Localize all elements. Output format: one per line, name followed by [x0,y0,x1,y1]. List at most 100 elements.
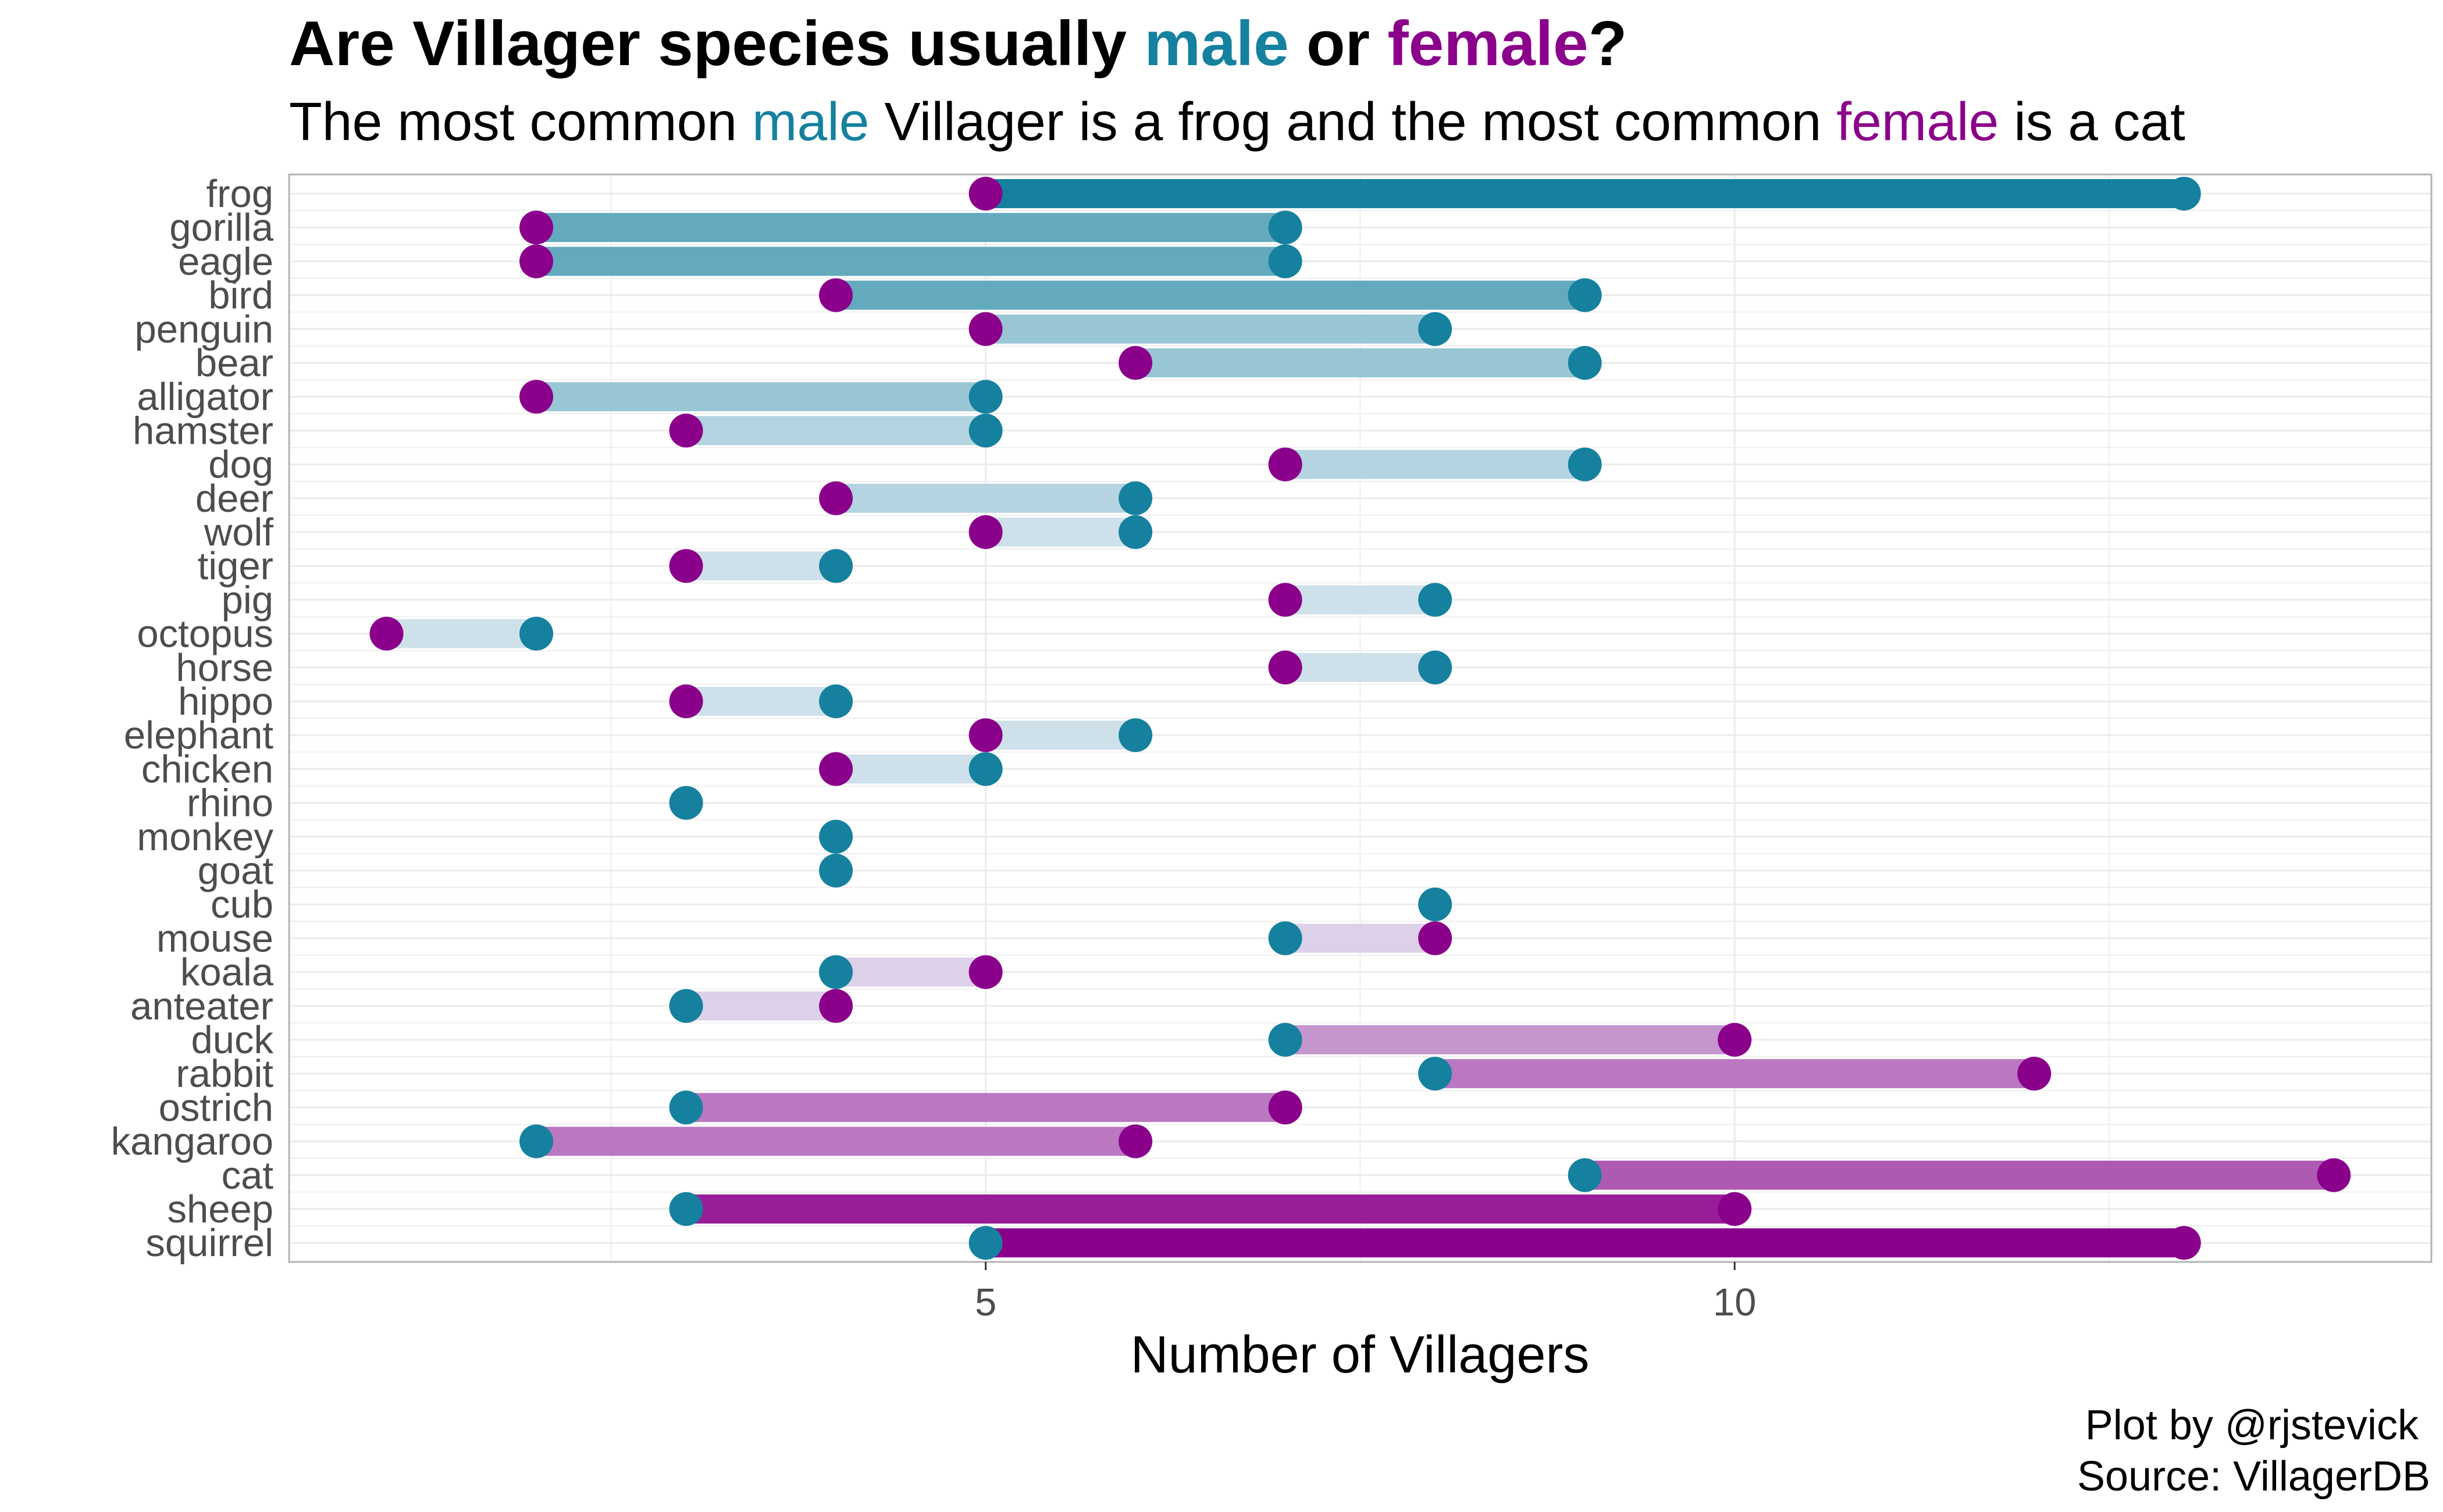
female-point-tiger [669,549,703,583]
bar-rabbit [1435,1059,2035,1089]
female-point-duck [1718,1023,1752,1057]
bar-hippo [686,687,836,716]
bar-hamster [686,416,986,445]
male-point-alligator [968,380,1003,414]
female-point-hamster [669,413,703,448]
bar-frog [985,179,2184,208]
female-point-squirrel [2167,1226,2201,1260]
chart-title: Are Villager species usually male or fem… [289,8,1627,79]
category-label-cat: cat [222,1154,274,1197]
male-point-chicken [968,752,1003,786]
category-label-squirrel: squirrel [145,1221,273,1265]
bar-chicken [836,754,986,784]
male-point-deer [1119,481,1153,515]
category-label-penguin: penguin [135,308,273,351]
bar-horse [1285,652,1436,682]
title-suffix: ? [1589,8,1628,79]
dumbbell-points [369,177,2351,1260]
category-label-cub: cub [211,883,273,926]
category-label-kangaroo: kangaroo [111,1120,273,1164]
category-label-eagle: eagle [178,240,273,283]
female-point-hippo [669,684,703,718]
bar-penguin [985,314,1436,344]
male-point-bear [1568,346,1602,380]
bar-sheep [686,1194,1735,1224]
category-label-chicken: chicken [141,747,273,791]
female-point-bird [819,278,853,312]
female-point-cat [2317,1158,2351,1192]
male-point-octopus [519,616,554,651]
male-point-anteater [669,989,703,1023]
bar-bear [1135,348,1585,377]
male-point-pig [1418,583,1452,617]
subtitle-middle: Villager is a frog and the most common [869,91,1836,152]
male-point-monkey [819,819,853,854]
category-label-pig: pig [222,578,273,622]
female-point-gorilla [519,211,554,245]
category-label-duck: duck [191,1018,273,1062]
bar-wolf [985,518,1136,547]
category-label-monkey: monkey [137,815,273,859]
male-point-hamster [968,413,1003,448]
male-point-kangaroo [519,1124,554,1158]
male-point-gorilla [1268,211,1302,245]
male-point-frog [2167,177,2201,211]
female-point-octopus [369,616,404,651]
male-point-rhino [669,786,703,820]
female-point-alligator [519,380,554,414]
bar-squirrel [985,1228,2184,1258]
female-point-deer [819,481,853,515]
category-label-koala: koala [180,951,274,994]
bar-kangaroo [536,1126,1136,1156]
female-point-mouse [1418,921,1452,955]
male-point-cub [1418,887,1452,922]
category-label-ostrich: ostrich [159,1086,273,1129]
category-label-wolf: wolf [204,511,274,554]
category-label-deer: deer [195,477,273,520]
category-label-elephant: elephant [124,714,273,757]
female-point-horse [1268,650,1302,684]
subtitle-suffix: is a cat [1999,91,2185,152]
male-point-hippo [819,684,853,718]
bar-anteater [686,991,836,1021]
bar-bird [836,280,1585,310]
female-point-rabbit [2017,1057,2052,1091]
male-point-goat [819,854,853,887]
category-label-dog: dog [208,443,273,487]
female-point-kangaroo [1119,1124,1153,1158]
category-labels: froggorillaeaglebirdpenguinbearalligator… [111,172,274,1265]
male-point-mouse [1268,921,1302,955]
female-point-dog [1268,447,1302,482]
category-label-bear: bear [195,341,273,385]
category-label-anteater: anteater [130,985,273,1028]
chart-subtitle: The most common male Villager is a frog … [289,91,2185,152]
male-point-dog [1568,447,1602,482]
female-point-frog [968,177,1003,211]
male-point-ostrich [669,1090,703,1125]
female-point-elephant [968,718,1003,753]
title-male-word: male [1144,8,1288,79]
category-label-goat: goat [198,849,274,893]
category-label-rabbit: rabbit [176,1052,273,1096]
male-point-duck [1268,1023,1302,1057]
category-label-horse: horse [176,646,273,690]
bar-ostrich [686,1093,1285,1122]
x-tick-label: 5 [975,1281,996,1324]
category-label-rhino: rhino [187,782,273,825]
title-female-word: female [1387,8,1588,79]
category-label-alligator: alligator [137,375,273,419]
bar-gorilla [536,213,1285,243]
category-label-hippo: hippo [178,680,273,723]
x-tick-label: 10 [1713,1281,1757,1324]
female-point-bear [1119,346,1153,380]
male-point-squirrel [968,1226,1003,1260]
bar-koala [836,957,986,987]
caption-credit: Plot by @rjstevick [2085,1402,2419,1449]
subtitle-prefix: The most common [289,91,752,152]
bar-tiger [686,551,836,581]
category-label-sheep: sheep [167,1188,273,1231]
bar-mouse [1285,923,1436,953]
male-point-wolf [1119,515,1153,549]
title-middle: or [1289,8,1388,79]
